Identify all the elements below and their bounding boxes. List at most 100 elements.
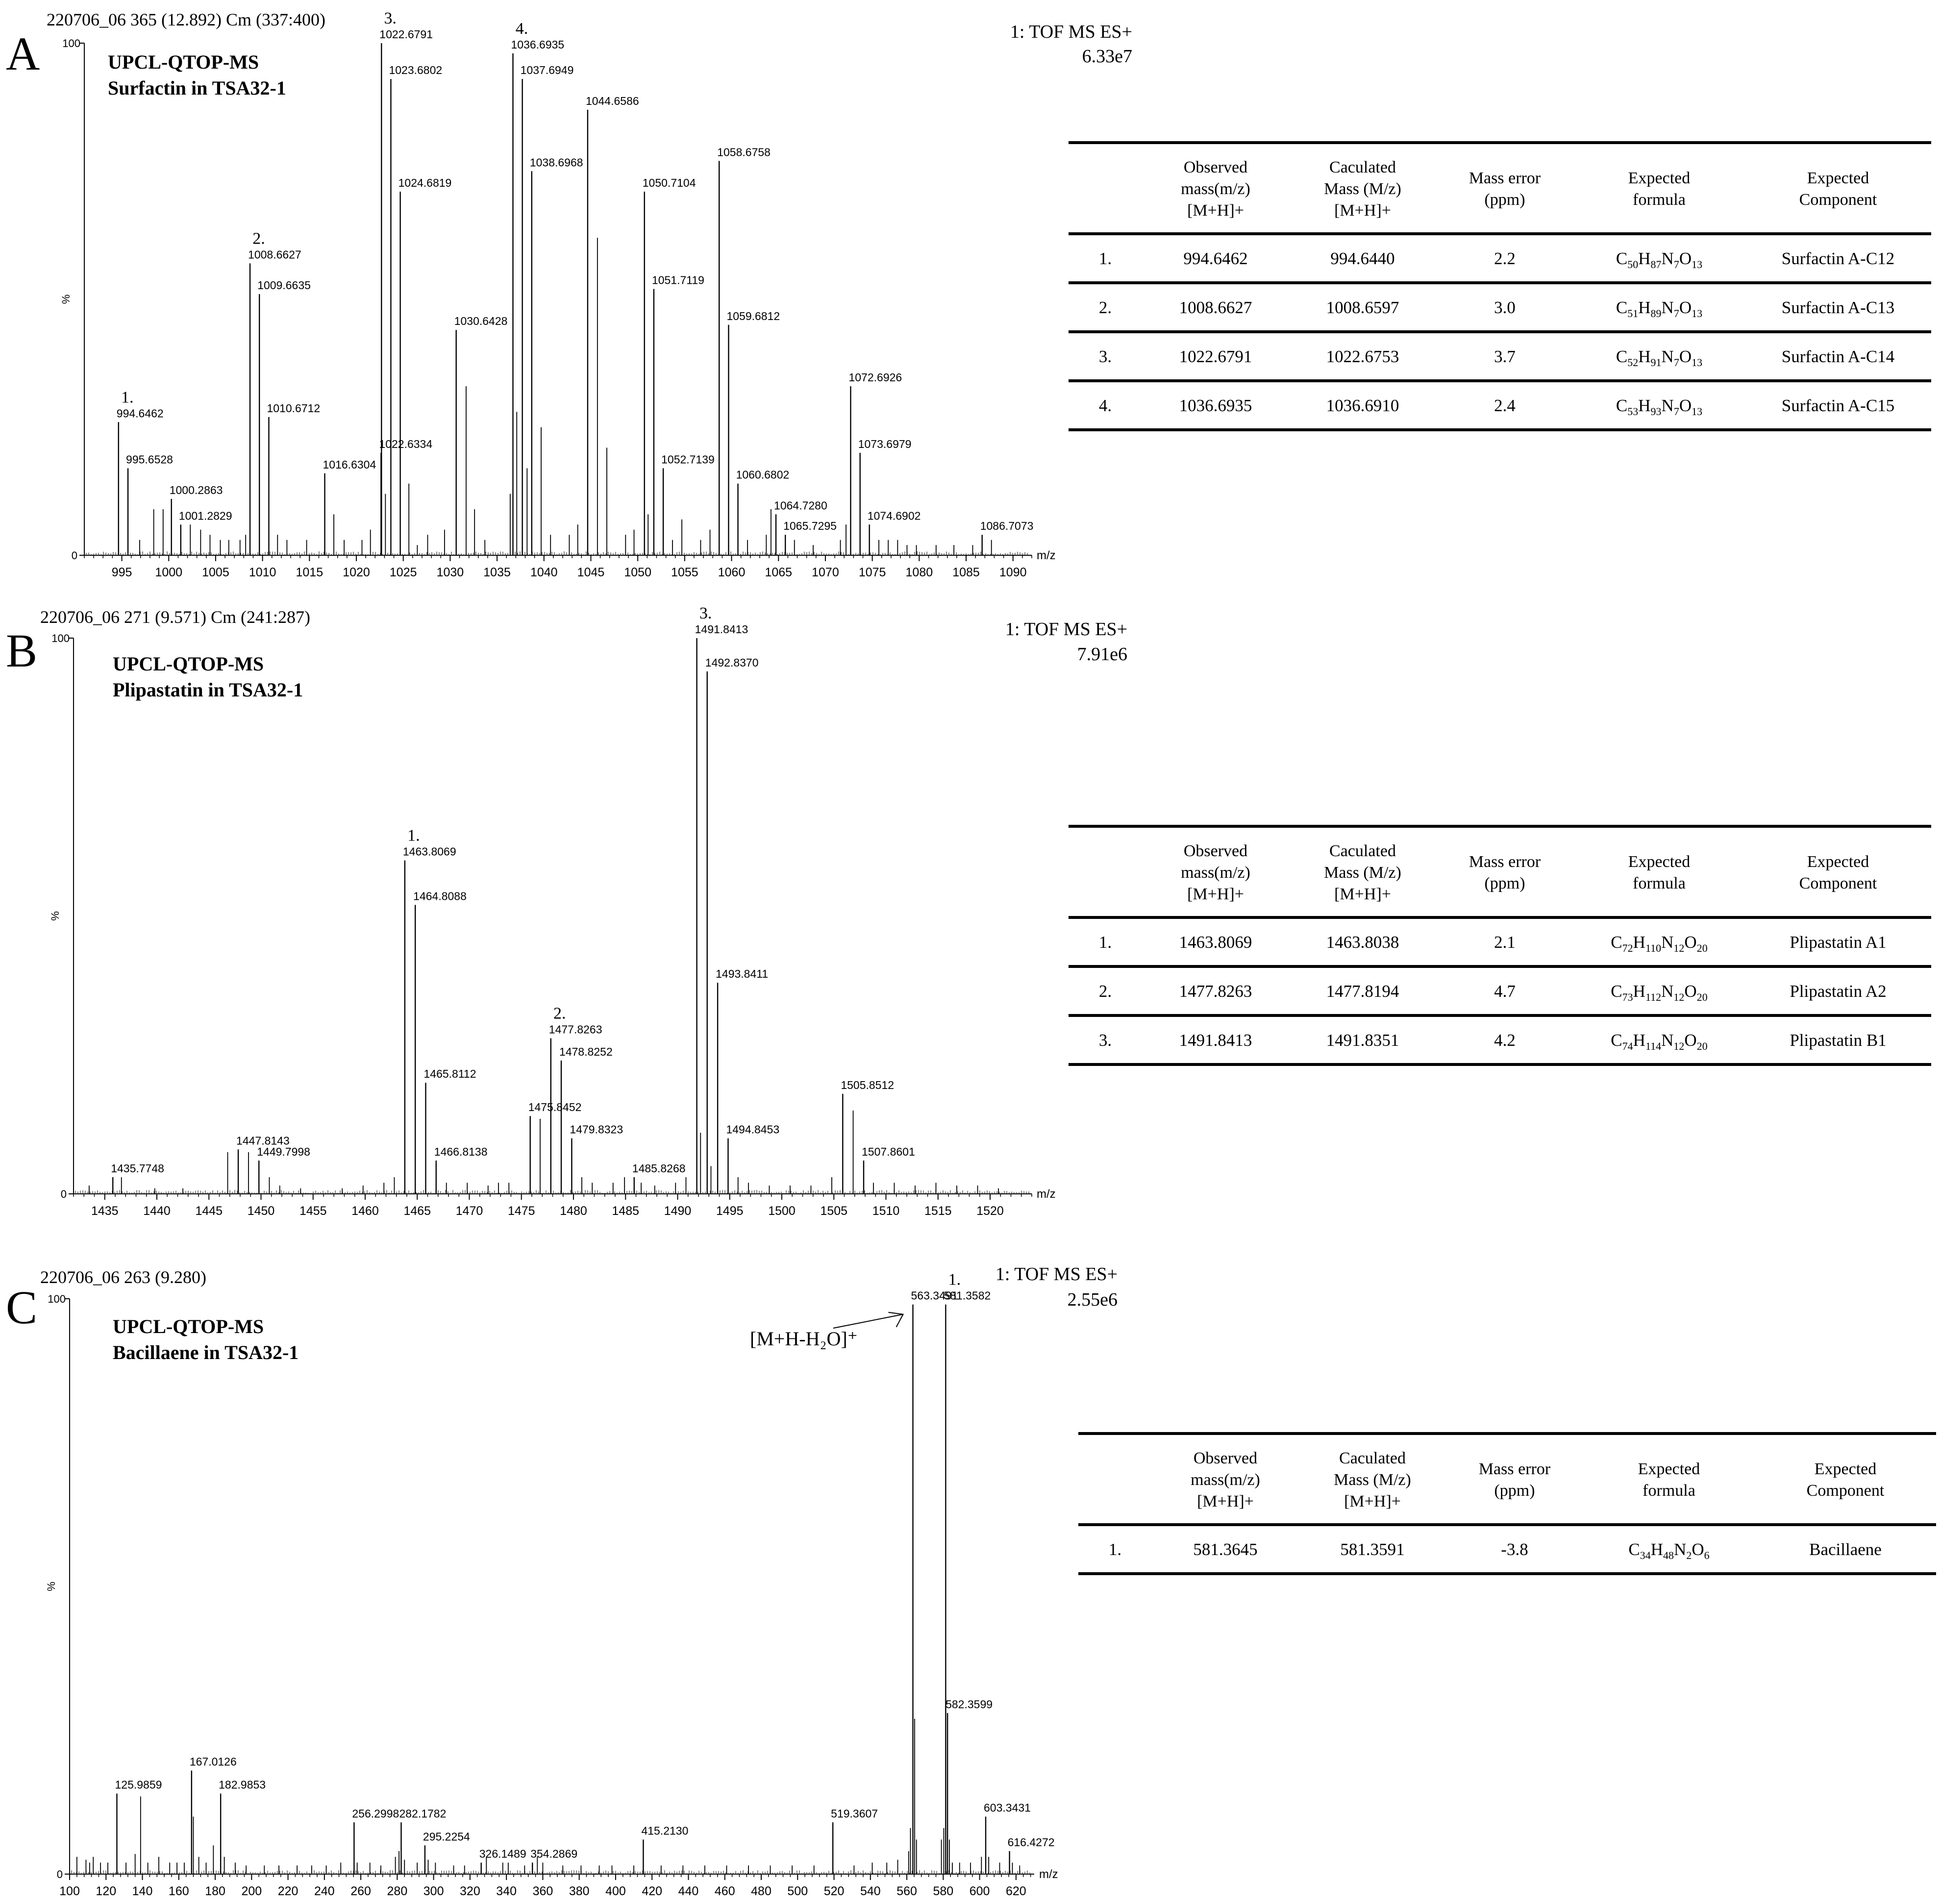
peak-label: 1492.8370 [705, 656, 759, 669]
formula-element: N [1661, 396, 1674, 415]
x-tick-label: 300 [423, 1884, 444, 1898]
formula-subscript: 6 [1704, 1549, 1710, 1561]
cell-observed: 581.3645 [1193, 1540, 1258, 1559]
peak-index-mark: 3. [699, 604, 712, 622]
table-header-cell: Observed mass(m/z) [M+H]+ [1181, 842, 1250, 903]
table-header-cell [1069, 826, 1142, 917]
x-tick-label: 500 [787, 1884, 808, 1898]
peak-index-mark: 1. [121, 388, 134, 406]
peak-label: 994.6462 [117, 407, 164, 420]
cell-component: Plipastatin B1 [1790, 1031, 1887, 1050]
cell-calculated: 1477.8194 [1326, 982, 1399, 1001]
table-header-cell: Expected Component [1799, 169, 1877, 209]
table-header-cell: Mass error (ppm) [1478, 1460, 1551, 1500]
peak-label: 519.3607 [831, 1807, 878, 1820]
table-header-cell: Observed mass(m/z) [M+H]+ [1191, 1449, 1260, 1510]
cell-component: Surfactin A-C15 [1781, 396, 1895, 415]
x-tick-label: 1510 [872, 1204, 900, 1218]
formula-element: C [1611, 933, 1622, 952]
formula-element: O [1692, 1540, 1704, 1559]
x-tick-label: 380 [569, 1884, 590, 1898]
cell-calculated: 1463.8038 [1326, 933, 1399, 952]
cell-formula: C72H110N12O20 [1573, 917, 1745, 966]
peak-label: 1023.6802 [389, 64, 442, 76]
x-axis-unit-label: m/z [1037, 549, 1056, 562]
peak-label: 282.1782 [399, 1807, 446, 1820]
formula-subscript: 48 [1663, 1549, 1674, 1561]
x-tick-label: 1520 [976, 1204, 1004, 1218]
formula-element: C [1616, 396, 1628, 415]
peak-label: 1058.6758 [717, 146, 771, 158]
table-header-row: Observed mass(m/z) [M+H]+ Caculated Mass … [1069, 143, 1931, 234]
x-tick-label: 1035 [483, 566, 511, 579]
x-tick-label: 220 [278, 1884, 299, 1898]
peak-index-mark: 1. [948, 1271, 961, 1289]
intensity-label: 6.33e7 [1082, 46, 1132, 67]
x-tick-label: 620 [1006, 1884, 1026, 1898]
peak-label: 1001.2829 [179, 509, 232, 522]
y-zero-label: 0 [57, 1868, 63, 1880]
table-c: Observed mass(m/z) [M+H]+ Caculated Mass … [1078, 1432, 1936, 1575]
formula-element: O [1684, 933, 1697, 952]
x-tick-label: 320 [460, 1884, 480, 1898]
intensity-label: 2.55e6 [1068, 1289, 1118, 1310]
formula-subscript: 34 [1640, 1549, 1651, 1561]
peak-label: 1016.6304 [323, 458, 376, 471]
cell-error: 4.7 [1494, 982, 1516, 1001]
formula-element: N [1674, 1540, 1687, 1559]
peak-label: 1475.8452 [528, 1101, 582, 1113]
peak-label: 1072.6926 [848, 371, 902, 384]
peak-label: 1036.6935 [511, 38, 565, 51]
cell-idx: 2. [1098, 298, 1112, 317]
formula-subscript: 7 [1673, 307, 1679, 320]
cell-formula: C52H91N7O13 [1573, 332, 1745, 381]
table-row: 3. 1491.8413 1491.8351 4.2 C74H114N12O20 Plip… [1069, 1015, 1931, 1064]
formula-subscript: 112 [1645, 991, 1662, 1003]
peak-label: 326.1489 [479, 1848, 526, 1860]
peak-label: 1052.7139 [661, 453, 715, 466]
x-tick-label: 995 [112, 566, 132, 579]
peak-label: 1065.7295 [783, 519, 837, 532]
peak-index-mark: 3. [384, 9, 397, 27]
peak-label: 1038.6968 [530, 156, 583, 169]
x-tick-label: 460 [715, 1884, 735, 1898]
table-c-grid: Observed mass(m/z) [M+H]+ Caculated Mass … [1078, 1432, 1936, 1575]
table-header-cell: Caculated Mass (M/z) [M+H]+ [1334, 1449, 1411, 1510]
peak-label: 1050.7104 [643, 176, 696, 189]
peak-label: 1024.6819 [398, 176, 452, 189]
x-tick-label: 200 [241, 1884, 262, 1898]
formula-element: H [1650, 1540, 1664, 1559]
x-tick-label: 1470 [456, 1204, 483, 1218]
cell-error: 4.2 [1494, 1031, 1516, 1050]
ms-mode-label: 1: TOF MS ES+ [995, 1264, 1118, 1285]
peak-label: 1447.8143 [236, 1134, 290, 1147]
formula-subscript: 13 [1692, 258, 1703, 271]
x-tick-label: 100 [59, 1884, 80, 1898]
x-tick-label: 1455 [299, 1204, 327, 1218]
formula-element: N [1661, 298, 1674, 317]
x-tick-label: 1005 [202, 566, 229, 579]
peak-index-mark: 4. [516, 20, 528, 38]
cell-calculated: 1036.6910 [1326, 396, 1399, 415]
cell-formula: C53H93N7O13 [1573, 381, 1745, 430]
peak-label: 415.2130 [641, 1825, 688, 1837]
peak-label: 1466.8138 [434, 1145, 488, 1158]
formula-subscript: 52 [1627, 356, 1639, 369]
formula-subscript: 12 [1673, 942, 1685, 954]
y-axis-percent-label: % [60, 295, 72, 304]
formula-element: H [1638, 396, 1651, 415]
formula-subscript: 93 [1650, 405, 1662, 418]
table-header-cell: Observed mass(m/z) [M+H]+ [1181, 158, 1250, 220]
cell-error: 2.1 [1494, 933, 1516, 952]
x-tick-label: 1505 [820, 1204, 847, 1218]
x-tick-label: 1050 [624, 566, 651, 579]
cell-component: Plipastatin A1 [1790, 933, 1887, 952]
formula-subscript: 50 [1627, 258, 1639, 271]
x-tick-label: 120 [96, 1884, 116, 1898]
formula-subscript: 13 [1692, 307, 1703, 320]
table-header-cell: Expected formula [1638, 1460, 1700, 1500]
peak-label: 354.2869 [530, 1848, 577, 1860]
x-tick-label: 1020 [343, 566, 370, 579]
ion-annotation-arrowhead [888, 1311, 904, 1328]
table-header-row: Observed mass(m/z) [M+H]+ Caculated Mass … [1069, 826, 1931, 917]
